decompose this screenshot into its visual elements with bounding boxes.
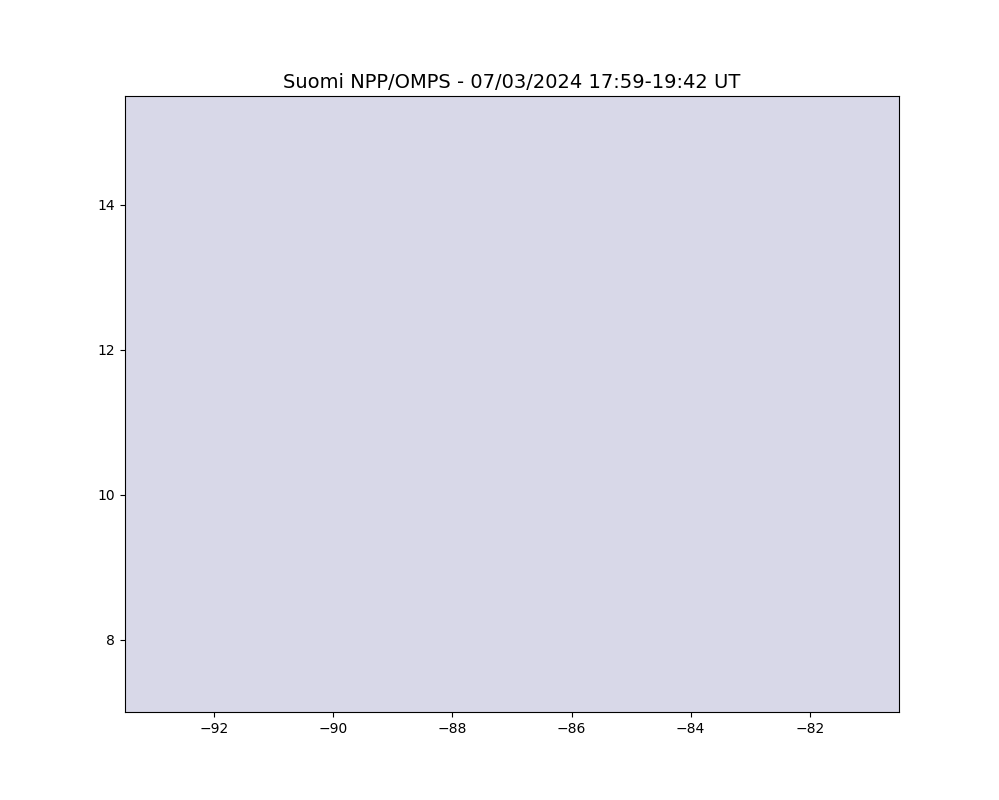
- Title: Suomi NPP/OMPS - 07/03/2024 17:59-19:42 UT: Suomi NPP/OMPS - 07/03/2024 17:59-19:42 …: [284, 73, 740, 92]
